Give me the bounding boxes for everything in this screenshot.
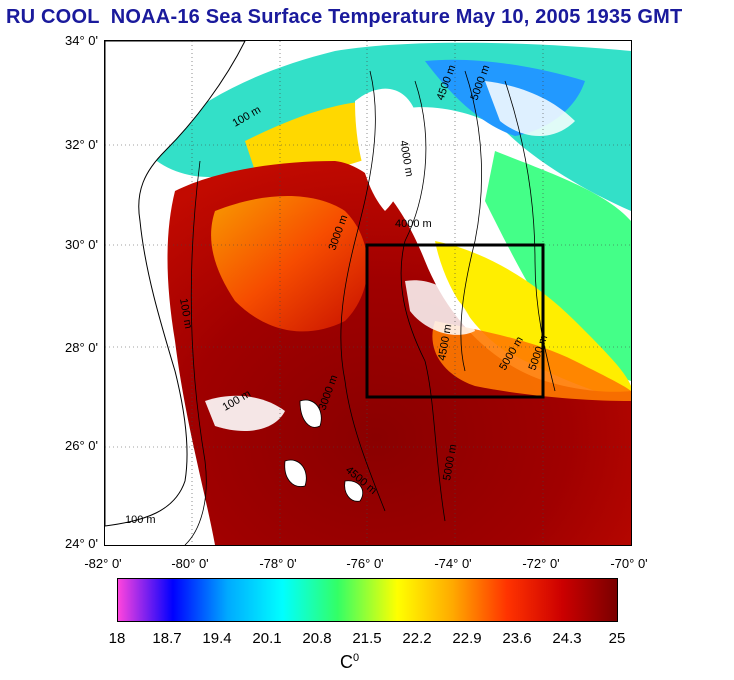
depth-label: 4000 m (395, 218, 432, 230)
lat-label-26: 26° 0' (65, 438, 98, 453)
land-bahamas (299, 399, 322, 428)
bathymetry-contours (184, 70, 556, 545)
colorbar-tick: 18 (108, 630, 126, 647)
land-bahamas (344, 480, 364, 502)
colorbar-tick: 23.6 (502, 630, 532, 647)
warm-orange-box-region (432, 321, 631, 401)
map-title: RU COOL NOAA-16 Sea Surface Temperature … (6, 6, 683, 28)
lat-label-30: 30° 0' (65, 237, 98, 252)
lon-label-82: -82° 0' (84, 556, 122, 571)
cloud-patch (205, 395, 285, 431)
depth-label: 100 m (177, 297, 194, 329)
colorbar-unit: C0 (340, 652, 360, 672)
sst-map[interactable]: 100 m 100 m 100 m 100 m 3000 m 3000 m 40… (104, 40, 632, 546)
colorbar-tick: 24.3 (552, 630, 582, 647)
land-bahamas (284, 459, 307, 487)
warm-shelf-plume (211, 196, 368, 332)
colorbar-tick: 18.7 (152, 630, 182, 647)
lon-label-70: -70° 0' (610, 556, 648, 571)
lon-label-74: -74° 0' (434, 556, 472, 571)
lon-label-72: -72° 0' (522, 556, 560, 571)
colorbar-tick: 21.5 (352, 630, 382, 647)
colorbar-tick: 20.8 (302, 630, 332, 647)
cool-water-east-yellow (435, 241, 631, 401)
land-florida (105, 41, 246, 527)
lat-label-32: 32° 0' (65, 137, 98, 152)
cloud-patch (405, 280, 475, 335)
sst-map-canvas: 100 m 100 m 100 m 100 m 3000 m 3000 m 40… (105, 41, 631, 545)
lon-label-76: -76° 0' (346, 556, 384, 571)
lat-label-34: 34° 0' (65, 33, 98, 48)
region-box (365, 243, 545, 399)
lon-label-80: -80° 0' (171, 556, 209, 571)
colorbar-tick: 25 (608, 630, 626, 647)
lat-label-24: 24° 0' (65, 536, 98, 551)
cool-water-east (485, 151, 631, 381)
colorbar-tick: 22.2 (402, 630, 432, 647)
depth-label: 100 m (125, 514, 156, 526)
lat-label-28: 28° 0' (65, 340, 98, 355)
temperature-colorbar (117, 578, 618, 622)
cloud-patch (355, 88, 416, 211)
cloud-patch (485, 81, 575, 136)
colorbar-tick: 19.4 (202, 630, 232, 647)
colorbar-tick: 20.1 (252, 630, 282, 647)
colorbar-tick: 22.9 (452, 630, 482, 647)
lon-label-78: -78° 0' (259, 556, 297, 571)
